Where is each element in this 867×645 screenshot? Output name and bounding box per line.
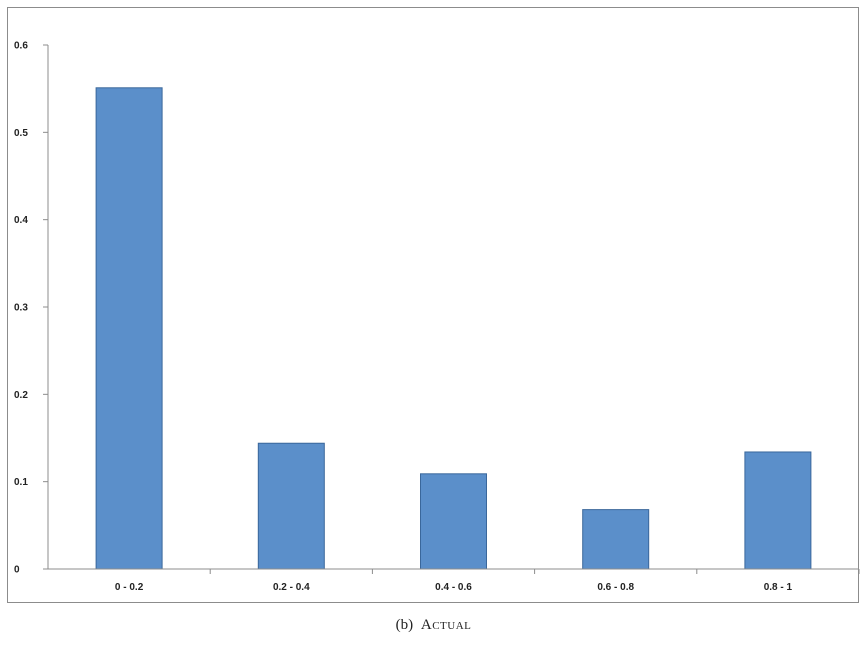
x-tick-label: 0.2 - 0.4 <box>273 582 310 593</box>
y-tick-label: 0.1 <box>14 477 28 488</box>
caption-title: Actual <box>420 617 472 633</box>
bars <box>95 87 812 570</box>
bar-3 <box>420 473 487 570</box>
x-axis-ticks: 0 - 0.2 0.2 - 0.4 0.4 - 0.6 0.6 - 0.8 0.8 - … <box>115 569 860 593</box>
bar-2 <box>257 442 325 570</box>
caption-tag: (b) <box>395 617 414 633</box>
y-tick-label: 0.2 <box>14 390 28 401</box>
x-tick-label: 0 - 0.2 <box>115 582 144 593</box>
y-tick-label: 0.4 <box>14 215 28 226</box>
y-tick-label: 0.6 <box>14 41 28 52</box>
x-tick-label: 0.6 - 0.8 <box>597 582 634 593</box>
figure-caption: (b) Actual <box>0 617 867 634</box>
y-axis-ticks: 0 0.1 0.2 0.3 0.4 0.5 0.6 <box>14 41 48 576</box>
y-tick-label: 0.3 <box>14 303 28 314</box>
bar-4 <box>582 509 650 570</box>
x-tick-label: 0.4 - 0.6 <box>435 582 472 593</box>
bar-1 <box>95 87 163 570</box>
y-tick-label: 0 <box>14 565 20 576</box>
bar-chart: 0 0.1 0.2 0.3 0.4 0.5 0.6 0 - 0.2 0.2 - 0.4 0.4 … <box>14 41 860 593</box>
bar-5 <box>744 451 812 570</box>
x-tick-label: 0.8 - 1 <box>764 582 793 593</box>
y-tick-label: 0.5 <box>14 128 28 139</box>
